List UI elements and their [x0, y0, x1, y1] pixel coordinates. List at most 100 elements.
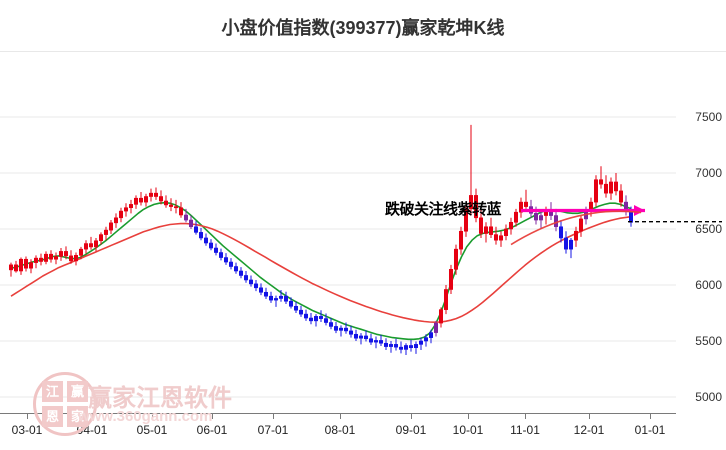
candle-body [348, 330, 353, 335]
candle-body [239, 270, 244, 276]
candle-body [338, 327, 343, 331]
candle-body [149, 192, 154, 197]
candle-body [224, 257, 229, 263]
candle-body [383, 342, 388, 347]
candle-body [613, 181, 618, 192]
candle-body [89, 243, 94, 248]
candle-body [278, 295, 283, 299]
candle-body [249, 279, 254, 285]
candle-body [134, 197, 139, 205]
candle-body [568, 239, 573, 250]
candle-body [438, 309, 443, 324]
candle-body [48, 253, 53, 260]
candle-body [618, 190, 623, 203]
candle-body [573, 230, 578, 241]
candle-body [99, 234, 104, 242]
guide-line-arrow-icon [634, 205, 645, 217]
x-axis-label: 05-01 [136, 423, 168, 437]
candle-body [33, 257, 38, 263]
candle-body [433, 322, 438, 333]
candle-body [124, 207, 129, 212]
candle-body [533, 213, 538, 221]
x-axis-label: 04-01 [76, 423, 108, 437]
x-axis-label: 09-01 [395, 423, 427, 437]
candle-body [79, 248, 84, 256]
candle-body [119, 210, 124, 219]
candle-body [513, 211, 518, 223]
candle-body [58, 251, 63, 257]
candle-body [518, 201, 523, 213]
candle-body [598, 179, 603, 185]
x-axis-tick [273, 413, 274, 419]
candle-body [333, 326, 338, 331]
x-axis-tick [650, 413, 651, 419]
candle-body [109, 222, 114, 231]
x-axis-label: 06-01 [196, 423, 228, 437]
candle-body [194, 226, 199, 233]
candlestick-chart [0, 116, 722, 398]
candle-body [503, 228, 508, 237]
candle-body [458, 230, 463, 250]
candle-body [488, 226, 493, 235]
candle-body [189, 219, 194, 228]
candle-body [493, 234, 498, 241]
candle-body [159, 196, 164, 202]
candle-body [104, 229, 109, 235]
candle-body [483, 226, 488, 234]
candle-body [114, 217, 119, 224]
candle-body [74, 255, 79, 262]
candle-body [363, 335, 368, 340]
candle-body [254, 283, 259, 289]
candle-body [413, 344, 418, 349]
candle-body [358, 335, 363, 339]
x-axis-tick [468, 413, 469, 419]
candle-body [323, 318, 328, 323]
candle-body [229, 261, 234, 267]
x-axis-tick [411, 413, 412, 419]
x-axis-tick [340, 413, 341, 419]
candle-body [38, 257, 43, 262]
candle-body [69, 255, 74, 262]
candle-body [373, 340, 378, 343]
candle-body [343, 327, 348, 332]
candle-body [553, 215, 558, 228]
candle-body [23, 258, 28, 269]
candle-body [154, 192, 159, 197]
x-axis-label: 10-01 [452, 423, 484, 437]
candle-body [283, 295, 288, 302]
candle-body [523, 201, 528, 207]
x-axis-label: 07-01 [257, 423, 289, 437]
x-axis-label: 01-01 [634, 423, 666, 437]
candle-body [508, 221, 513, 230]
candle-body [174, 206, 179, 209]
candle-body [403, 345, 408, 350]
x-axis-tick [92, 413, 93, 419]
candle-body [129, 204, 134, 209]
candle-body [214, 247, 219, 253]
candle-body [393, 344, 398, 348]
candle-body [628, 210, 633, 223]
candle-body [603, 183, 608, 194]
candle-body [308, 317, 313, 322]
series-ma-long [10, 215, 632, 324]
candle-body [43, 253, 48, 262]
x-axis-tick [589, 413, 590, 419]
candle-body [558, 226, 563, 239]
candle-body [199, 232, 204, 239]
candle-body [184, 214, 189, 221]
candle-body [448, 269, 453, 290]
candle-body [408, 345, 413, 349]
candle-body [578, 218, 583, 232]
candle-body [538, 215, 543, 221]
candle-body [263, 291, 268, 297]
x-axis-tick [27, 413, 28, 419]
candle-body [244, 275, 249, 281]
title-bar: 小盘价值指数(399377)赢家乾坤K线 [0, 0, 726, 52]
candle-body [53, 256, 58, 260]
candle-body [388, 344, 393, 347]
candle-body [368, 338, 373, 343]
x-axis-label: 03-01 [11, 423, 43, 437]
chart-annotation: 跌破关注线紫转蓝 [385, 201, 502, 218]
candle-body [563, 237, 568, 250]
